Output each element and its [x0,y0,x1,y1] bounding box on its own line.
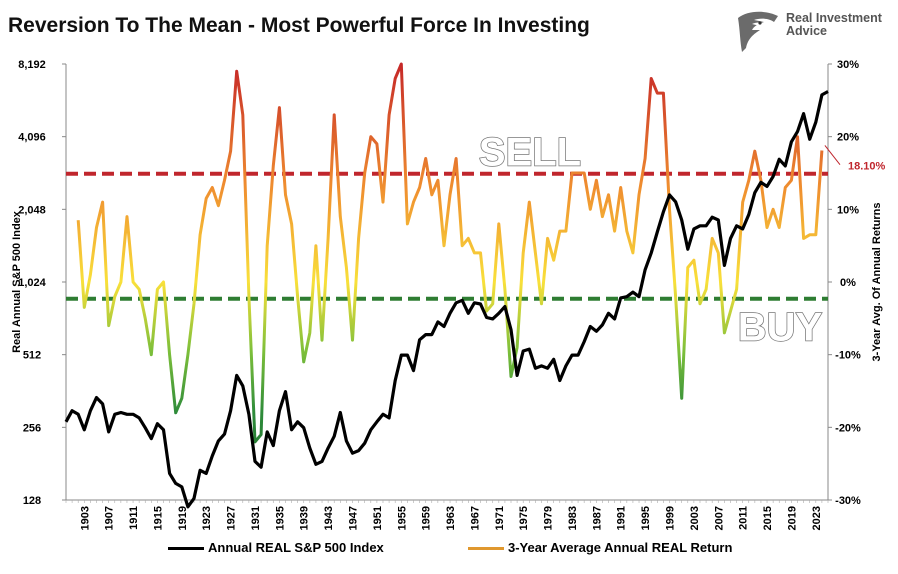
x-tick-label: 2003 [689,506,701,530]
x-tick-label: 1987 [591,506,603,530]
sell-label: SELL [479,131,581,175]
right-tick-label: 10% [837,204,859,216]
x-tick-label: 1907 [104,506,116,530]
x-tick-label: 1975 [518,506,530,530]
right-tick-label: 0% [840,277,856,289]
brand-logo[interactable]: Real Investment Advice [734,8,884,56]
right-tick-label: -10% [835,350,861,362]
left-axis-title: Real Annual S&P 500 Index [11,210,23,353]
left-tick-label: 2,048 [18,204,46,216]
left-tick-label: 1,024 [18,277,46,289]
annotation-layer: SELL BUY 18.10% [478,130,886,350]
index-series-line [64,90,829,509]
x-tick-label: 1971 [494,506,506,530]
chart-title: Reversion To The Mean - Most Powerful Fo… [8,14,590,37]
right-tick-label: -20% [835,422,861,434]
x-tick-label: 1935 [274,506,286,530]
legend-return-swatch [468,547,504,551]
legend-return: 3-Year Average Annual REAL Return [468,540,732,555]
left-tick-label: 128 [23,495,41,507]
x-tick-label: 1923 [201,506,213,530]
reference-lines [66,171,828,301]
x-tick-label: 1911 [128,506,140,530]
x-tick-label: 1979 [543,506,555,530]
legend-index-label: Annual REAL S&P 500 Index [208,540,384,555]
x-tick-label: 2015 [762,506,774,530]
right-tick-label: -30% [835,495,861,507]
x-tick-label: 1903 [79,506,91,530]
legend-index-swatch [168,547,204,551]
left-tick-label: 4,096 [18,132,46,144]
legend-return-label: 3-Year Average Annual REAL Return [508,540,733,555]
x-tick-label: 1943 [323,506,335,530]
x-tick-label: 1959 [421,506,433,530]
x-tick-label: 1947 [348,506,360,530]
right-axis-title: 3-Year Avg. Of Annual Returns [871,203,883,362]
x-tick-label: 1927 [226,506,238,530]
eagle-head-icon [738,11,778,53]
return-series-line [76,62,824,444]
left-tick-label: 512 [23,350,41,362]
x-tick-label: 1951 [372,506,384,530]
left-tick-label: 256 [23,422,41,434]
x-tick-label: 2019 [786,506,798,530]
x-tick-label: 1919 [177,506,189,530]
x-tick-label: 1963 [445,506,457,530]
x-tick-label: 2011 [738,506,750,530]
buy-label: BUY [738,306,823,350]
x-tick-label: 1991 [616,506,628,530]
legend-index: Annual REAL S&P 500 Index [168,540,384,555]
x-tick-label: 1983 [567,506,579,530]
right-tick-label: 20% [837,132,859,144]
x-tick-label: 1955 [396,506,408,530]
callout-leader [824,145,841,166]
x-tick-label: 1915 [152,506,164,530]
x-tick-label: 1939 [299,506,311,530]
x-tick-label: 2007 [713,506,725,530]
right-tick-label: 30% [837,59,859,71]
x-tick-label: 1999 [665,506,677,530]
x-tick-label: 1967 [469,506,481,530]
callout-label: 18.10% [848,161,886,173]
brand-name: Real Investment Advice [786,11,882,38]
x-tick-label: 1931 [250,506,262,530]
series-layer [64,62,829,509]
x-tick-label: 1995 [640,506,652,530]
x-tick-label: 2023 [811,506,823,530]
left-tick-label: 8,192 [18,59,46,71]
axes-layer: 128 256 512 1,024 2,048 4,096 8,192 -30% -20% -10… [11,59,883,530]
